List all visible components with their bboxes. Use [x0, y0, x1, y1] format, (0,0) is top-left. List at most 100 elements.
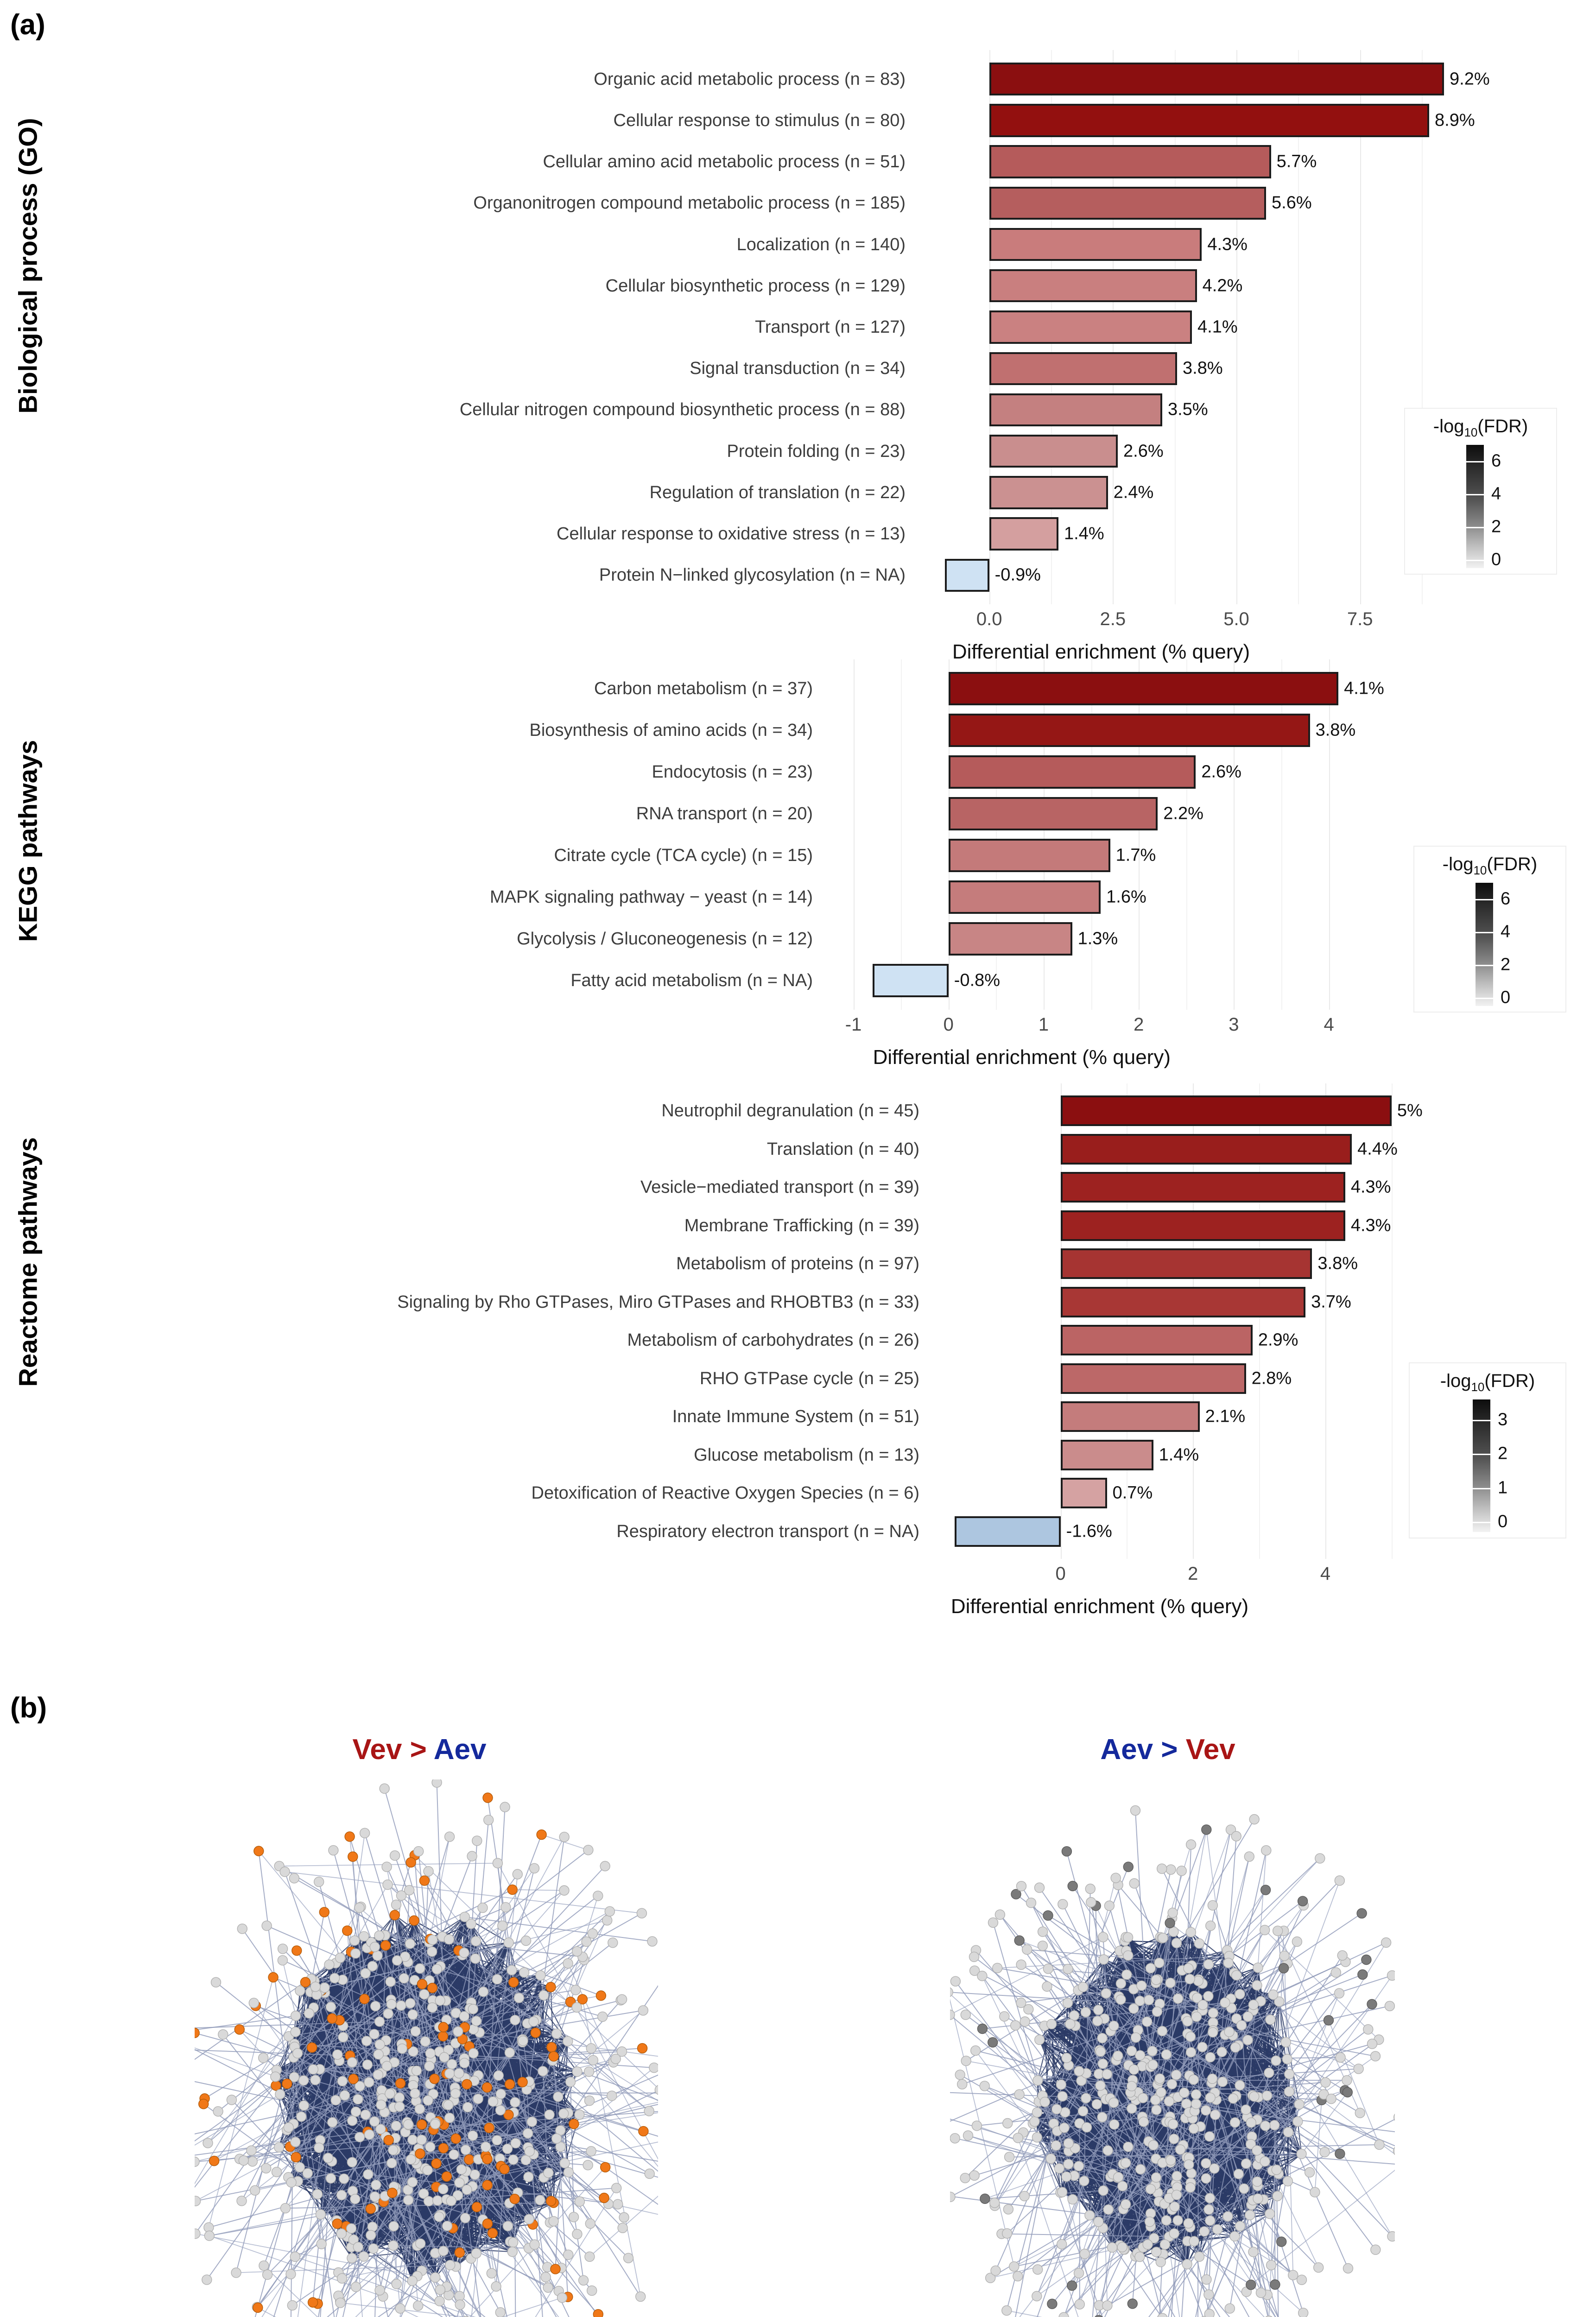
network-node: [1115, 1994, 1126, 2005]
network-node: [572, 2228, 583, 2240]
network-node: [395, 2078, 406, 2089]
network-node: [492, 1974, 503, 1985]
network-node: [1165, 1918, 1175, 1928]
network-node: [300, 1977, 311, 1988]
network-node: [1172, 1993, 1184, 2004]
network-node: [319, 1907, 329, 1918]
network-node: [1097, 2033, 1108, 2044]
category-label: Glucose metabolism (n = 13): [694, 1445, 919, 1465]
network-node: [316, 2239, 327, 2249]
axis-title-biological-process: Biological process (GO): [13, 118, 43, 414]
network-node: [391, 2279, 402, 2290]
network-node: [213, 2106, 223, 2117]
network-node: [1210, 2109, 1221, 2120]
bar: [955, 1516, 1061, 1547]
network-node: [405, 1857, 416, 1868]
network-node: [347, 2115, 358, 2126]
network-node: [1222, 2211, 1233, 2222]
network-node: [1245, 2209, 1255, 2221]
network-node: [1220, 1997, 1230, 2008]
network-node: [483, 1815, 494, 1825]
network-node: [1353, 2064, 1364, 2074]
network-node: [1065, 2019, 1076, 2029]
network-node: [418, 2188, 429, 2199]
network-node: [1320, 2077, 1331, 2088]
network-node: [388, 2145, 399, 2155]
network-title-left: Vev > Aev: [352, 1733, 486, 1766]
network-node: [431, 1964, 443, 1975]
network-node: [1342, 2075, 1352, 2086]
bar: [989, 228, 1202, 261]
network-node: [1244, 1851, 1254, 1862]
network-node: [1102, 2300, 1113, 2311]
network-node: [1193, 1975, 1203, 1986]
network-node: [989, 2197, 1000, 2208]
network-node: [1265, 2315, 1273, 2317]
network-node: [1272, 2190, 1283, 2202]
network-node: [520, 1935, 532, 1946]
network-node: [459, 1912, 470, 1922]
network-node: [415, 2238, 426, 2249]
network-node: [1097, 2112, 1108, 2122]
network-node: [1384, 2000, 1395, 2012]
network-node: [1079, 2248, 1090, 2259]
network-node: [990, 2265, 1001, 2276]
network-node: [363, 2169, 374, 2180]
network-node: [1217, 2076, 1228, 2087]
network-node: [513, 1993, 525, 2003]
network-node: [403, 2195, 414, 2205]
network-node: [1023, 2004, 1034, 2015]
network-node: [422, 2165, 433, 2176]
network-node: [1185, 2031, 1196, 2042]
network-node: [431, 2158, 442, 2169]
network-node: [1154, 1957, 1165, 1968]
network-node: [600, 2162, 611, 2172]
network-node: [275, 2089, 285, 2100]
network-node: [1098, 1932, 1108, 1943]
network-node: [1001, 2228, 1013, 2239]
network-node: [464, 2154, 475, 2165]
network-node: [481, 2141, 491, 2152]
network-node: [499, 2164, 510, 2174]
fdr-legend-tickmark: [1473, 1454, 1490, 1456]
network-node: [1249, 2091, 1260, 2102]
network-node: [1122, 1932, 1134, 1943]
network-node: [1252, 1980, 1262, 1991]
category-label: Signaling by Rho GTPases, Miro GTPases a…: [397, 1292, 919, 1312]
network-node: [1207, 2073, 1218, 2084]
fdr-legend-tick-label: 6: [1491, 451, 1501, 471]
network-node: [1264, 2067, 1274, 2078]
network-node: [444, 2113, 455, 2123]
network-node: [985, 2273, 996, 2283]
network-node: [444, 2068, 455, 2079]
network-node: [1231, 1831, 1241, 1842]
network-node: [1326, 2094, 1336, 2104]
network-node: [536, 1829, 547, 1840]
network-node: [425, 2048, 436, 2059]
network-node: [1013, 2133, 1024, 2143]
network-node: [1003, 2204, 1014, 2215]
network-node: [530, 2027, 541, 2038]
fdr-legend-tickmark: [1476, 899, 1493, 901]
network-node: [468, 2048, 479, 2059]
category-label: Organonitrogen compound metabolic proces…: [473, 193, 906, 213]
network-node: [1245, 2139, 1256, 2150]
network-node: [1093, 2216, 1104, 2227]
network-node: [1313, 2262, 1324, 2273]
network-node: [290, 2137, 301, 2147]
network-node: [447, 2059, 457, 2070]
network-node: [1057, 2187, 1068, 2197]
network-node: [330, 2095, 341, 2106]
bar-value-label: -0.9%: [994, 565, 1041, 585]
network-node: [336, 2190, 347, 2201]
network-node: [1158, 1932, 1168, 1943]
network-node: [1152, 2006, 1163, 2017]
network-node: [1074, 2299, 1085, 2310]
network-node: [1043, 1910, 1053, 1921]
network-node: [361, 2036, 372, 2046]
network-node: [950, 1976, 961, 1987]
network-node: [1095, 2080, 1106, 2091]
network-node: [587, 1928, 598, 1939]
network-node: [198, 2099, 209, 2109]
network-node: [388, 2221, 399, 2232]
